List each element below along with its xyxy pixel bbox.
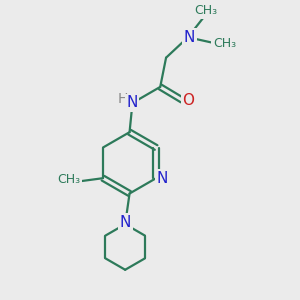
Text: N: N	[119, 215, 131, 230]
Text: O: O	[183, 93, 195, 108]
Text: CH₃: CH₃	[57, 173, 80, 186]
Text: CH₃: CH₃	[213, 37, 236, 50]
Text: CH₃: CH₃	[194, 4, 217, 17]
Text: N: N	[126, 95, 138, 110]
Text: H: H	[118, 92, 128, 106]
Text: N: N	[157, 171, 168, 186]
Text: N: N	[184, 30, 195, 45]
